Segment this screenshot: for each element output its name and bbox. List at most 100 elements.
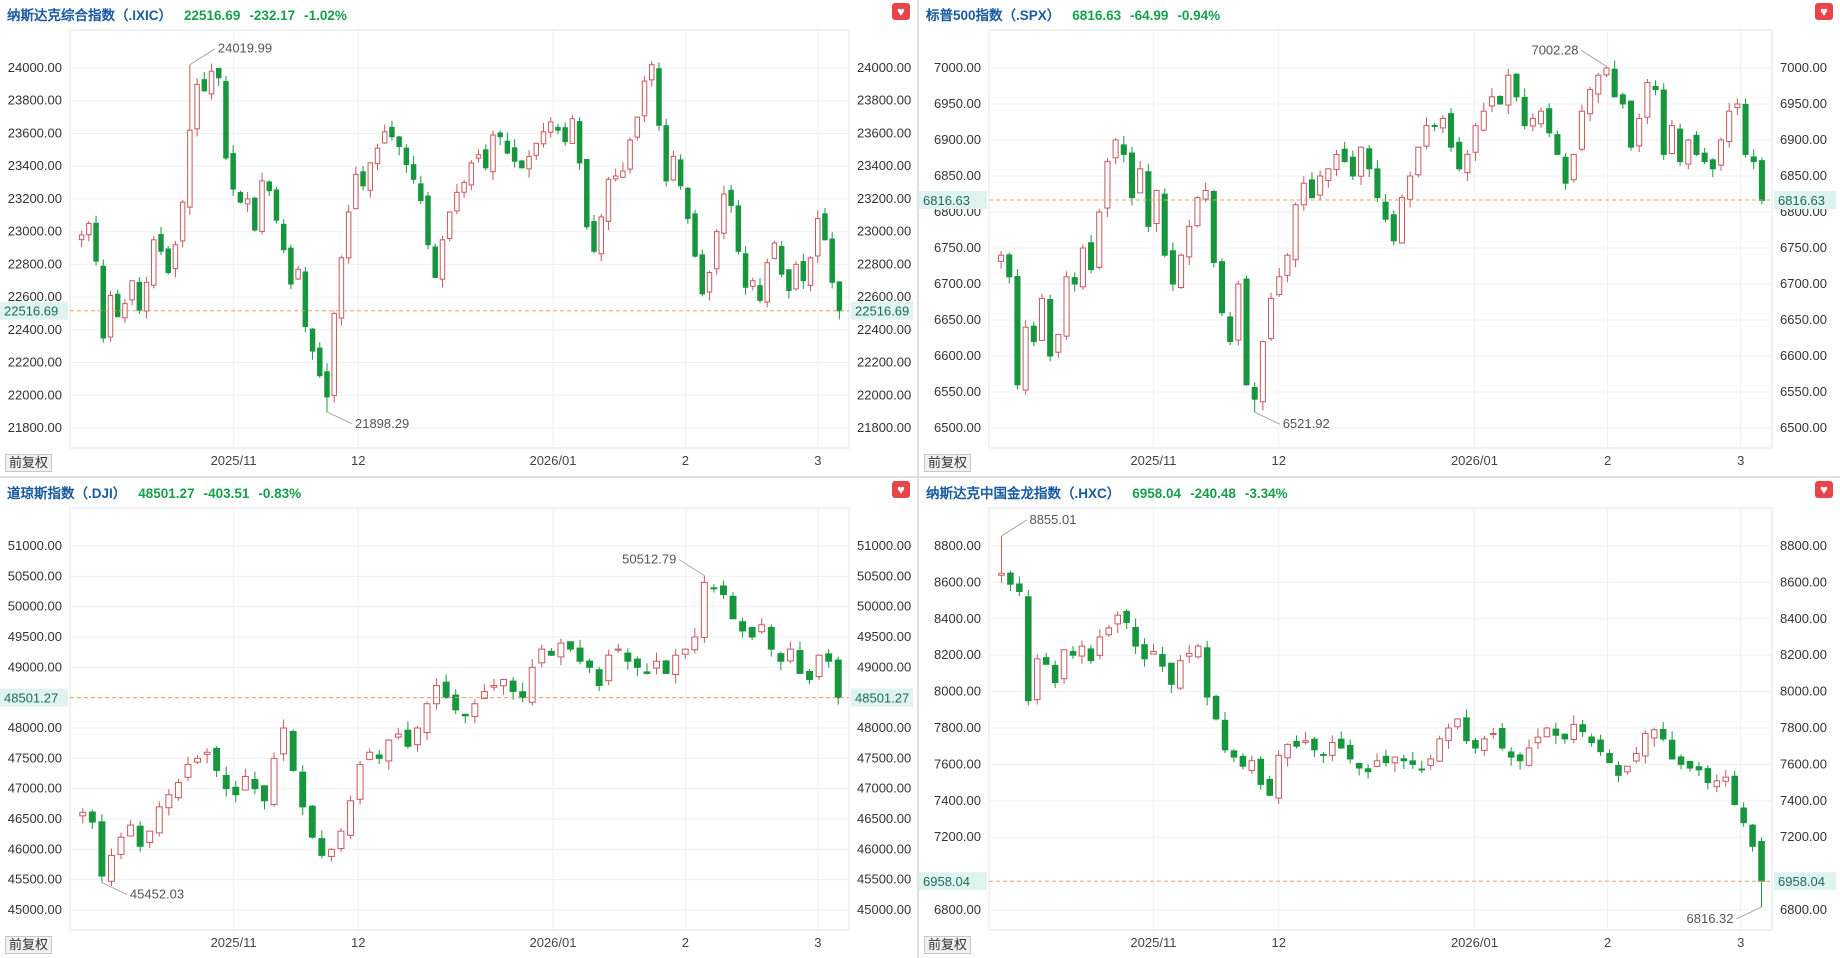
candle	[1051, 660, 1059, 688]
candle	[1178, 253, 1185, 289]
candle	[1445, 723, 1452, 749]
candle	[1243, 275, 1250, 386]
candle	[1104, 157, 1111, 217]
low-annotation: 21898.29	[355, 416, 409, 431]
price-adjust-button[interactable]: 前复权	[5, 936, 53, 954]
candle	[706, 270, 713, 301]
candle	[1293, 735, 1300, 749]
candle	[735, 199, 742, 255]
x-tick-label: 12	[1271, 453, 1285, 468]
y-tick-label-left: 50500.00	[8, 568, 62, 583]
last-price-tag-right	[851, 688, 913, 707]
candle	[1120, 136, 1127, 163]
candle	[624, 648, 632, 670]
candlestick-chart: 2025/11 12 2026/01 2 3 51000.00 51000.00 50500.…	[0, 507, 913, 950]
candle	[1490, 727, 1497, 739]
price-adjust-button[interactable]: 前复权	[924, 936, 972, 954]
index-name: 纳斯达克综合指数（.IXIC）	[7, 8, 173, 23]
y-tick-label-left: 7800.00	[934, 720, 981, 735]
candle	[1456, 136, 1463, 172]
candle	[1407, 171, 1414, 208]
candle	[653, 652, 660, 675]
candle	[410, 155, 417, 184]
candle	[187, 64, 193, 215]
candle	[1505, 68, 1512, 114]
y-tick-label-left: 23800.00	[8, 93, 62, 108]
candle	[1300, 176, 1307, 211]
chart-panel-dji: 2025/11 12 2026/01 2 3 51000.00 51000.00 50500.…	[0, 478, 917, 958]
heart-icon[interactable]: ♥	[892, 3, 910, 20]
y-tick-label-right: 6550.00	[1780, 384, 1827, 399]
candle	[1481, 735, 1488, 756]
candle	[324, 363, 330, 412]
candle	[778, 241, 785, 278]
candle	[620, 162, 626, 179]
candle	[1311, 736, 1318, 757]
y-tick-label-right: 22600.00	[857, 289, 911, 304]
candle	[100, 259, 106, 343]
candle	[461, 713, 469, 724]
price-adjust-button[interactable]: 前复权	[924, 454, 972, 472]
candle	[79, 808, 87, 824]
plot-frame	[988, 29, 1773, 449]
candle	[1436, 735, 1443, 762]
candle	[519, 682, 527, 703]
candle	[1382, 194, 1389, 223]
candle	[136, 277, 143, 314]
candle	[1087, 645, 1095, 664]
candle	[1210, 189, 1217, 268]
candle	[1709, 158, 1716, 178]
candle	[442, 674, 450, 699]
last-price-tag-right	[851, 301, 913, 320]
candle	[259, 172, 265, 235]
candle	[241, 768, 249, 791]
candle	[1659, 722, 1667, 742]
candle	[318, 830, 326, 859]
candle	[1418, 760, 1426, 774]
candle	[672, 648, 680, 684]
candle	[1145, 164, 1152, 233]
candle	[1615, 761, 1622, 782]
candle	[681, 648, 689, 659]
candle	[1105, 624, 1113, 637]
candle	[777, 651, 785, 671]
y-tick-label-right: 6600.00	[1780, 348, 1827, 363]
last-price-tag-left-text: 48501.27	[4, 691, 58, 706]
candle	[337, 828, 345, 852]
candle	[519, 159, 525, 169]
price-change: -240.48	[1190, 486, 1236, 501]
y-tick-label-left: 8800.00	[934, 538, 981, 553]
heart-icon[interactable]: ♥	[1815, 3, 1833, 20]
candle	[1325, 168, 1332, 188]
last-price-tag-left	[0, 301, 68, 320]
candle	[1203, 640, 1211, 706]
y-tick-label-right: 23200.00	[857, 191, 911, 206]
candle	[425, 191, 431, 250]
candle	[739, 617, 747, 638]
y-tick-label-right: 6950.00	[1780, 96, 1827, 111]
candle	[1071, 272, 1078, 292]
candle	[88, 809, 96, 829]
candle	[721, 185, 727, 240]
candle	[1750, 149, 1757, 170]
price-adjust-button[interactable]: 前复权	[5, 454, 53, 472]
candle	[107, 290, 114, 342]
heart-icon[interactable]: ♥	[1815, 481, 1833, 498]
heart-icon[interactable]: ♥	[892, 481, 910, 498]
candle	[576, 117, 583, 170]
y-tick-label-right: 47000.00	[857, 781, 911, 796]
y-tick-label-left: 48000.00	[8, 720, 62, 735]
y-tick-label-right: 6900.00	[1780, 132, 1827, 147]
x-tick-label: 12	[351, 935, 365, 950]
candle	[295, 265, 301, 281]
candle	[418, 175, 424, 204]
candle	[1427, 754, 1434, 770]
candle	[1650, 727, 1658, 747]
candle	[1137, 161, 1144, 194]
candle	[511, 139, 518, 168]
last-price-tag-right	[1774, 191, 1836, 210]
candle	[612, 168, 619, 182]
candle	[1382, 749, 1390, 767]
candle	[500, 678, 507, 695]
candle	[643, 663, 651, 675]
